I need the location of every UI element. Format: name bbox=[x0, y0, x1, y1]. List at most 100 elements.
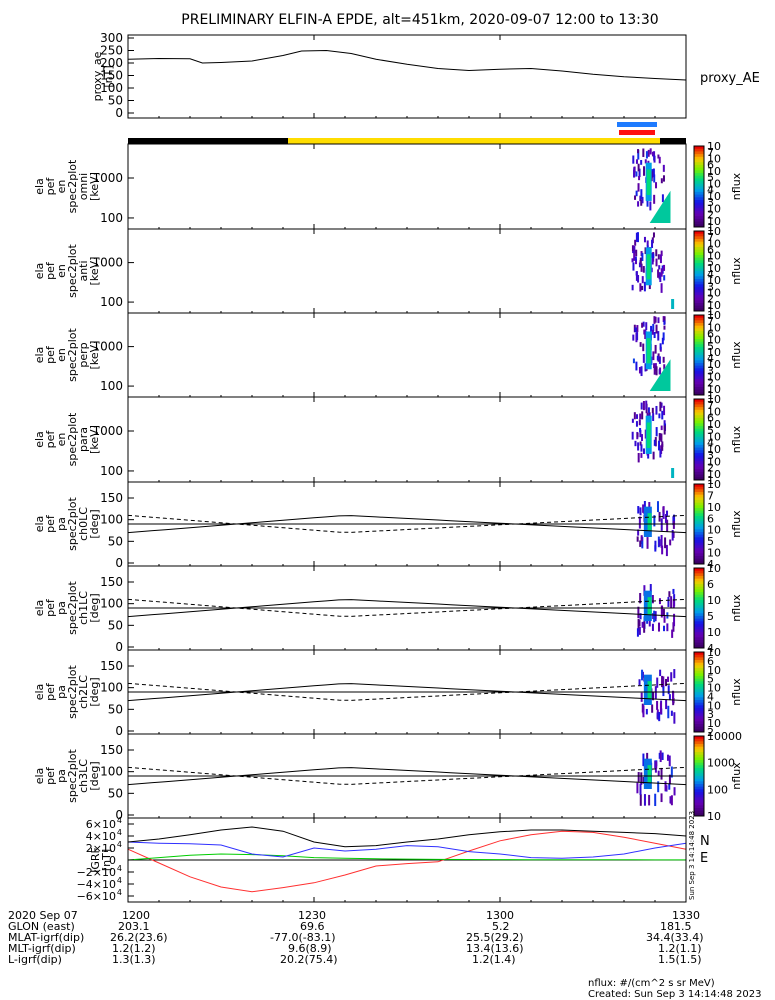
spec-omni-pixel bbox=[650, 171, 653, 182]
spec-omni-pixel bbox=[637, 163, 640, 172]
spec-anti-colorbar-tick-8: 10 bbox=[707, 274, 721, 287]
pa-ch2LC-pixel bbox=[656, 677, 659, 688]
pa-ch1LC-colorbar-seg bbox=[694, 581, 704, 585]
igrf-tick-label-1: 4×10 bbox=[86, 830, 116, 843]
pa-ch3LC-colorbar-seg bbox=[694, 792, 704, 796]
spec-anti-pixel bbox=[659, 254, 662, 264]
pa-ch0LC-colorbar-seg bbox=[694, 526, 704, 530]
pa-ch3LC-pixel bbox=[660, 793, 663, 803]
spec-para-colorbar-seg bbox=[694, 439, 704, 443]
pa-ch2LC-ylabel-line-3: spec2plot bbox=[66, 665, 79, 719]
col0-l: 1.3(1.3) bbox=[112, 953, 156, 966]
spec-omni-colorbar-label: nflux bbox=[730, 172, 743, 200]
spec-perp-colorbar-seg bbox=[694, 376, 704, 380]
spec-omni-colorbar-tick-3: 6 bbox=[707, 159, 714, 172]
spec-omni-pixel bbox=[642, 148, 645, 157]
spec-omni-colorbar-seg bbox=[694, 181, 704, 185]
spec-perp-colorbar-seg bbox=[694, 363, 704, 367]
spec-anti-pixel bbox=[646, 240, 649, 247]
spec-para-pixel bbox=[655, 427, 658, 437]
pa-ch0LC-pixel bbox=[648, 502, 651, 509]
spec-anti-pixel bbox=[639, 283, 642, 292]
pa-ch2LC-colorbar-seg bbox=[694, 681, 704, 685]
pa-ch0LC-colorbar-label: nflux bbox=[730, 510, 743, 538]
pa-ch1LC-antilosscone bbox=[127, 598, 687, 617]
pa-ch3LC-colorbar-seg bbox=[694, 794, 704, 798]
igrf-legend-east: E bbox=[700, 851, 708, 866]
spec-omni-pixel bbox=[646, 200, 649, 207]
spec-anti-colorbar-tick-7: 4 bbox=[707, 268, 714, 281]
row-label-mlt: MLT-igrf(dip) bbox=[8, 942, 76, 955]
spec-perp-colorbar-seg bbox=[694, 381, 704, 385]
pa-ch2LC-pixel bbox=[638, 679, 641, 686]
spec-perp-colorbar-seg bbox=[694, 384, 704, 388]
pa-ch1LC-pixel bbox=[636, 628, 639, 637]
spec-omni-pixel bbox=[647, 149, 650, 157]
col3-mlat: 34.4(33.4) bbox=[646, 931, 704, 944]
spec-perp-pixel bbox=[653, 331, 656, 339]
spec-para-pixel bbox=[658, 440, 661, 451]
pa-ch3LC-colorbar-seg bbox=[694, 741, 704, 745]
spec-para-pixel bbox=[639, 428, 642, 433]
spec-anti-pixel bbox=[636, 232, 639, 243]
pa-ch1LC-pixel bbox=[648, 620, 651, 627]
spec-anti-colorbar-seg bbox=[694, 252, 704, 256]
spec-para-colorbar-seg bbox=[694, 474, 704, 478]
pa-ch1LC-colorbar-seg bbox=[694, 589, 704, 593]
row-label-l: L-igrf(dip) bbox=[8, 953, 62, 966]
pa-ch3LC-ylabel-line-1: pef bbox=[44, 766, 57, 785]
spec-omni-pixel bbox=[637, 149, 640, 154]
igrf-tick-exp-6: 4 bbox=[117, 888, 122, 897]
spec-anti-pixel bbox=[641, 252, 644, 262]
spec-perp-colorbar-tick-13: 1 bbox=[707, 389, 714, 402]
spec-para-pixel bbox=[635, 421, 638, 427]
pa-ch2LC-pixel bbox=[658, 711, 661, 722]
pa-ch0LC-colorbar-seg bbox=[694, 508, 704, 512]
pa-ch1LC-colorbar-seg bbox=[694, 608, 704, 612]
pa-ch3LC-core-hot bbox=[647, 765, 652, 783]
spec-anti-colorbar-tick-0: 10 bbox=[707, 225, 721, 238]
spec-para-pixel bbox=[639, 429, 642, 438]
spec-omni-colorbar-seg bbox=[694, 200, 704, 204]
pa-ch1LC-colorbar-seg bbox=[694, 578, 704, 582]
spec-para-pixel bbox=[642, 401, 645, 411]
pa-ch0LC-pixel bbox=[643, 500, 646, 511]
spec-anti-colorbar-seg bbox=[694, 257, 704, 261]
spec-para-tick-label-1: 100 bbox=[100, 464, 123, 478]
spec-para-colorbar-seg bbox=[694, 417, 704, 422]
pa-ch3LC-colorbar-seg bbox=[694, 776, 704, 780]
spec-perp-pixel bbox=[663, 320, 666, 325]
pa-ch0LC-colorbar-seg bbox=[694, 545, 704, 549]
proxy-ae-tick-label-4: 100 bbox=[100, 81, 123, 95]
spec-para-pixel bbox=[658, 413, 661, 419]
spec-anti-pixel bbox=[631, 284, 634, 291]
pa-ch0LC-colorbar-seg bbox=[694, 489, 704, 493]
pa-ch3LC-colorbar-seg bbox=[694, 808, 704, 812]
spec-perp-pixel bbox=[663, 325, 666, 330]
spec-omni-pixel bbox=[645, 151, 648, 159]
spec-perp-colorbar-seg bbox=[694, 365, 704, 369]
spec-perp-colorbar-tick-12: 10 bbox=[707, 383, 721, 396]
spec-para-colorbar-seg bbox=[694, 415, 704, 419]
col2-mlat: 25.5(29.2) bbox=[466, 931, 524, 944]
spec-omni-pixel bbox=[661, 194, 664, 203]
spec-para-colorbar-tick-11: 2 bbox=[707, 462, 714, 475]
pa-ch3LC-pixel bbox=[665, 785, 668, 791]
spec-para-pixel bbox=[652, 413, 655, 422]
pa-ch1LC-pixel bbox=[643, 621, 646, 633]
igrf-tick-label-5: −4×10 bbox=[77, 878, 116, 891]
pa-ch0LC-colorbar-seg bbox=[694, 561, 704, 565]
spec-anti-tail bbox=[671, 299, 675, 309]
proxy-ae-ylabel-line-1: [nT] bbox=[102, 65, 115, 87]
pa-ch3LC-pixel bbox=[655, 761, 658, 769]
spec-para-ylabel-line-4: para bbox=[77, 427, 90, 452]
pa-ch3LC-pixel bbox=[669, 796, 672, 804]
status-bar-black-end bbox=[660, 138, 686, 144]
igrf-timestamp-sidenote: Sun Sep 3 14:14:48 2023 bbox=[688, 811, 696, 900]
pa-ch2LC-colorbar-seg bbox=[694, 708, 704, 712]
spec-para-pixel bbox=[634, 440, 637, 447]
pa-ch2LC-colorbar-seg bbox=[694, 654, 704, 658]
proxy-ae-tick-label-0: 300 bbox=[100, 31, 123, 45]
pa-ch3LC-pixel bbox=[654, 793, 657, 807]
pa-ch2LC-colorbar-seg bbox=[694, 668, 704, 672]
